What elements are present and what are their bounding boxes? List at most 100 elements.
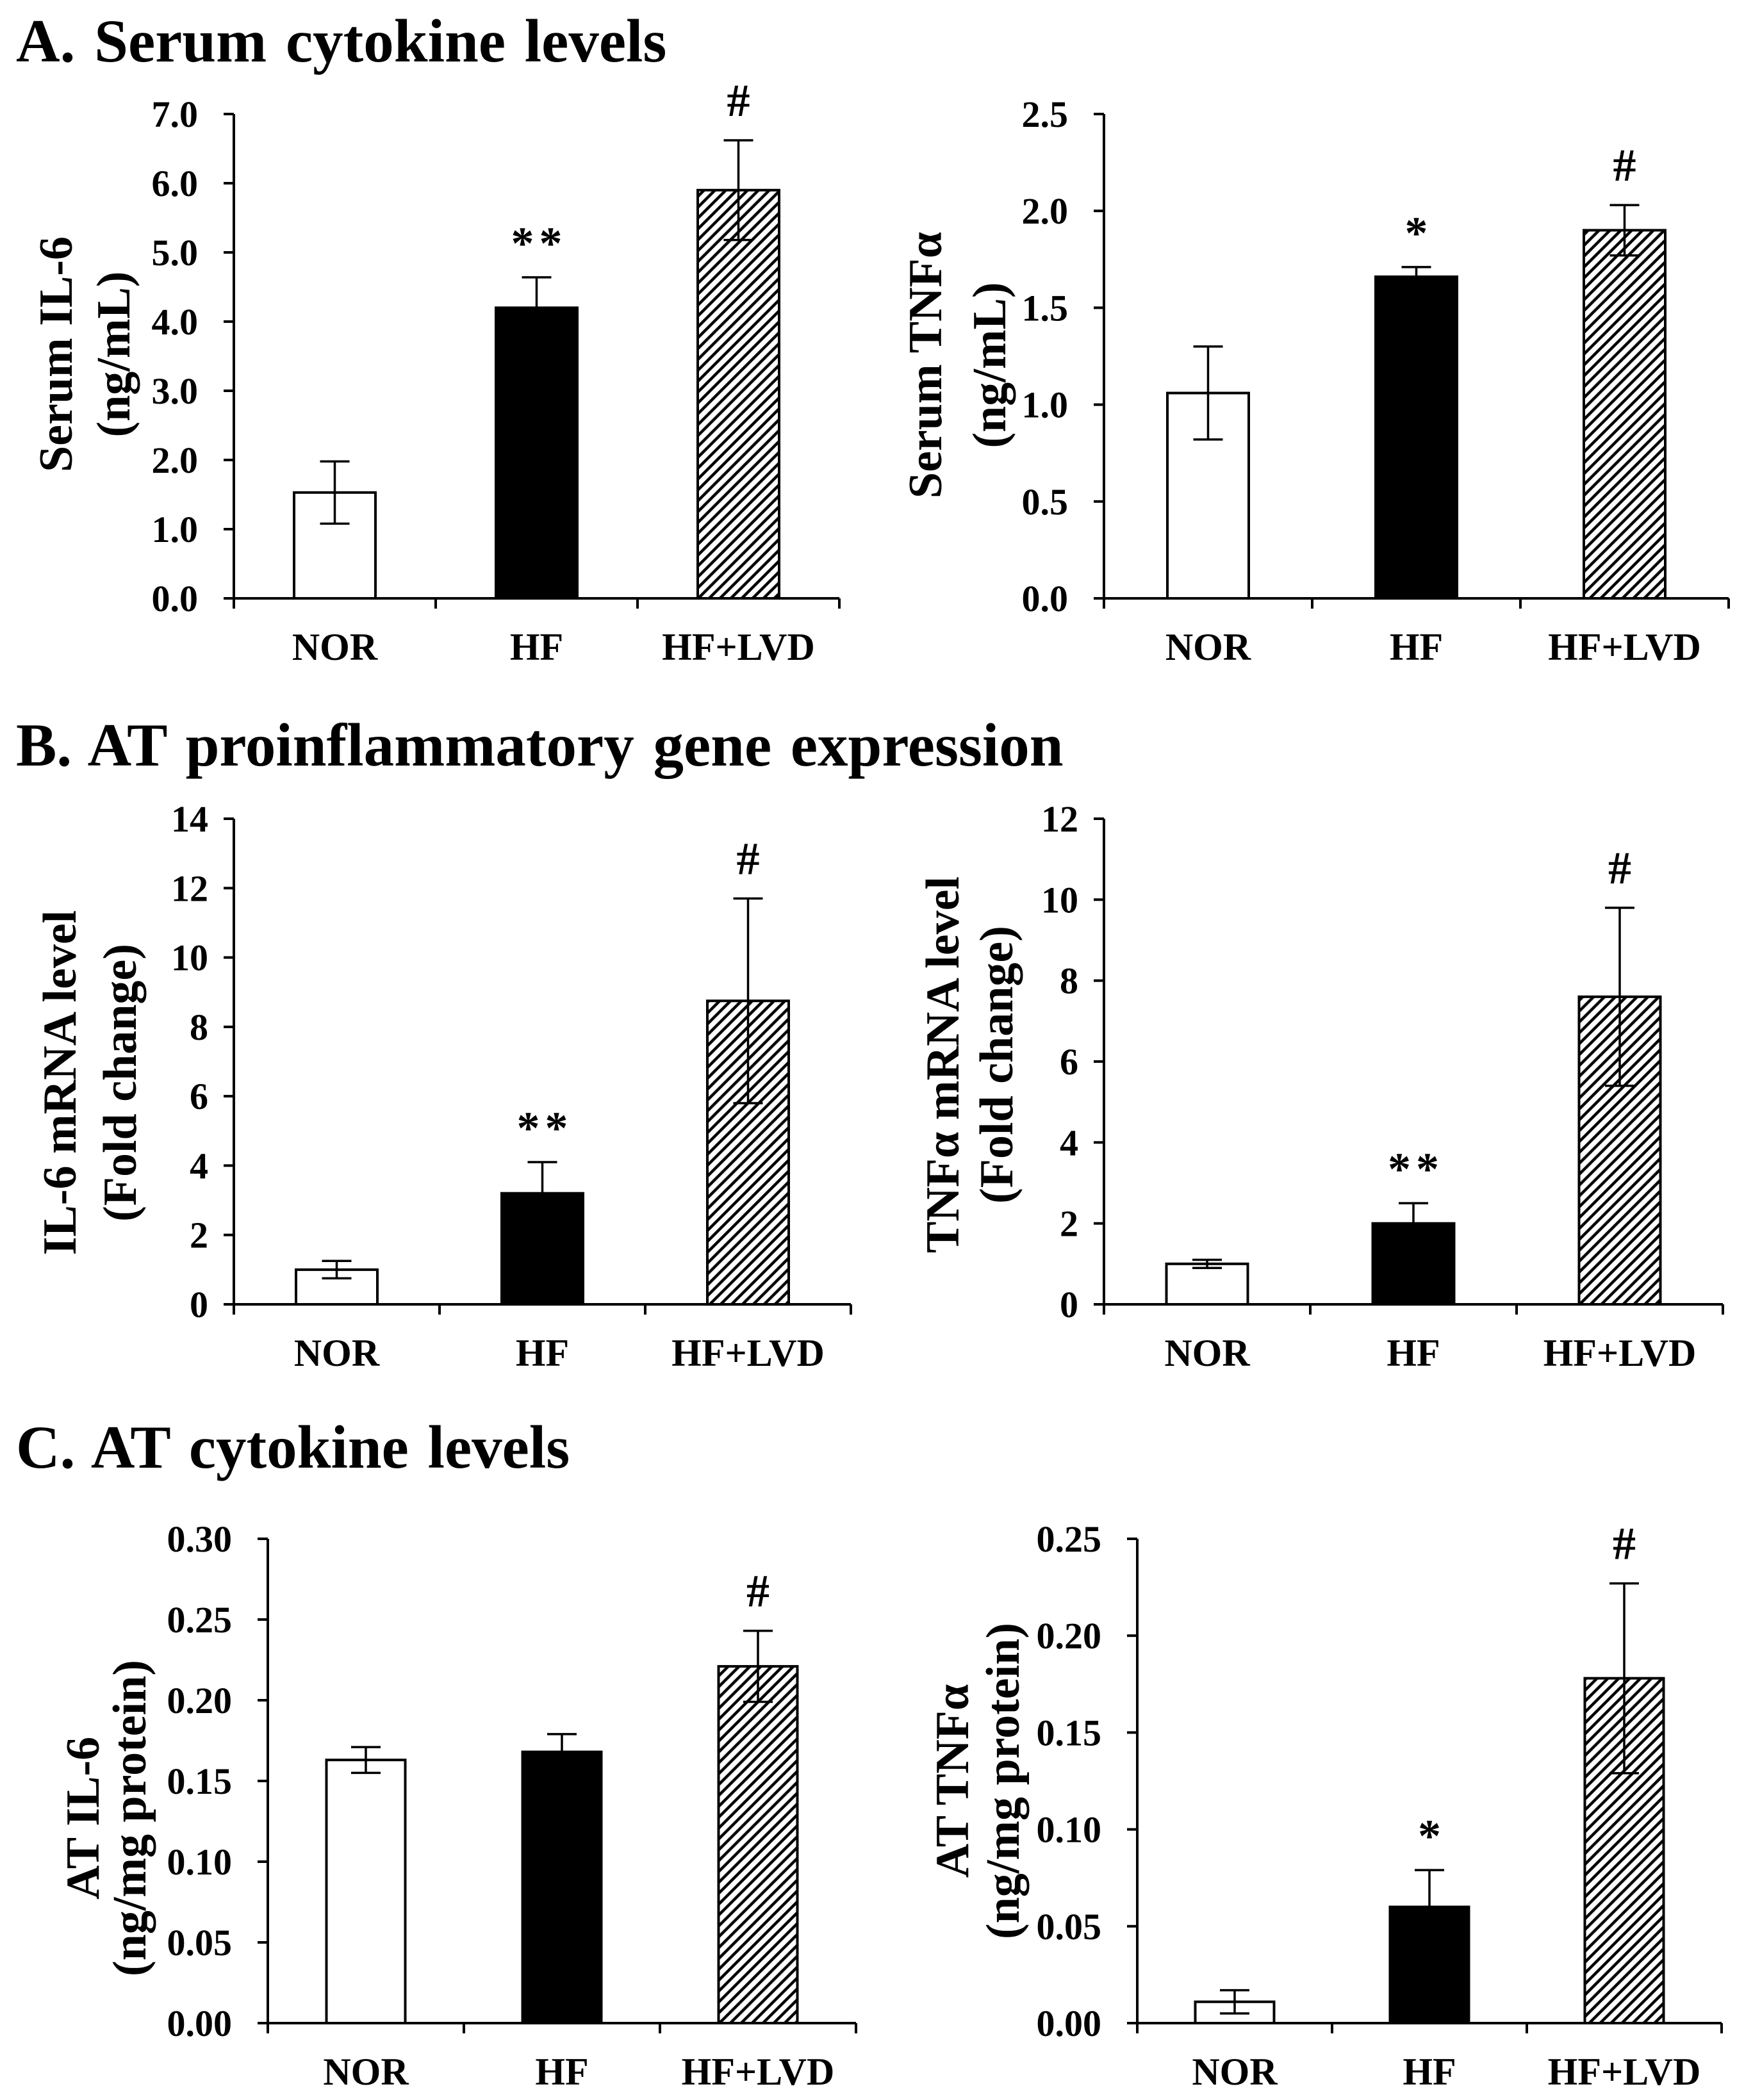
at-tnfa-y-tick-label: 0.25 [1037, 1518, 1102, 1560]
serum-il6-y-tick-label: 2.0 [152, 439, 199, 481]
serum-tnfa-bar-hf [1374, 275, 1458, 600]
il6-mrna-y-axis-title-line-1: IL-6 mRNA level [34, 910, 86, 1256]
at-tnfa-y-tick-label: 0.10 [1037, 1809, 1102, 1851]
tnfa-mrna-y-tick-label: 12 [1041, 798, 1078, 840]
serum-tnfa-category-label-hf: HF [1390, 626, 1443, 668]
il6-mrna-y-tick-label: 8 [190, 1006, 208, 1048]
serum-il6-significance-mark-hf-plus-lvd: # [727, 75, 755, 126]
at-il6-category-label-hf: HF [535, 2051, 588, 2093]
serum-tnfa-y-axis-title-line-2: (ng/mL) [964, 283, 1016, 448]
il6-mrna-y-tick-label: 4 [190, 1145, 208, 1186]
at-tnfa-category-label-hf-plus-lvd: HF+LVD [1548, 2051, 1701, 2093]
tnfa-mrna-error-bar-hf [1399, 1202, 1428, 1245]
serum-il6-error-bar-hf [522, 276, 552, 340]
serum-il6-y-axis-title-line-2: (ng/mL) [88, 272, 140, 438]
tnfa-mrna-y-axis-title-line-2: (Fold change) [971, 926, 1023, 1204]
il6-mrna-significance-mark-hf: ** [517, 1103, 573, 1154]
tnfa-mrna-y-tick-label: 0 [1060, 1284, 1078, 1325]
il6-mrna-y-tick-label: 6 [190, 1076, 208, 1117]
section-c-heading: C. AT cytokine levels [16, 1413, 570, 1481]
serum-il6-y-tick-label: 3.0 [152, 370, 199, 412]
at-tnfa-category-label-nor: NOR [1192, 2051, 1278, 2093]
il6-mrna-error-bar-hf [527, 1161, 557, 1226]
at-il6-bar-hf [521, 1750, 603, 2025]
tnfa-mrna-error-bar-nor [1192, 1258, 1222, 1269]
il6-mrna-y-tick-label: 2 [190, 1215, 208, 1256]
at-tnfa-y-tick-label: 0.00 [1037, 2003, 1102, 2044]
il6-mrna-error-bar-nor [322, 1259, 352, 1280]
at-il6-y-tick-label: 0.20 [167, 1680, 233, 1721]
at-il6-category-label-hf-plus-lvd: HF+LVD [682, 2051, 835, 2093]
tnfa-mrna-significance-mark-hf: ** [1388, 1144, 1444, 1195]
at-il6-y-tick-label: 0.15 [167, 1760, 233, 1802]
at-tnfa-y-axis-title-line-2: (ng/mg protein) [977, 1623, 1030, 1939]
serum-il6-error-bar-hf-plus-lvd [723, 139, 753, 242]
il6-mrna-y-axis-title-line-2: (Fold change) [94, 944, 147, 1222]
at-il6-error-bar-hf-plus-lvd [743, 1629, 773, 1703]
serum-tnfa-y-tick-label: 0.5 [1022, 481, 1069, 523]
tnfa-mrna-y-tick-label: 4 [1060, 1122, 1078, 1163]
serum-tnfa-significance-mark-hf-plus-lvd: # [1613, 140, 1642, 191]
serum-il6-y-tick-label: 7.0 [152, 94, 199, 135]
il6-mrna-y-tick-label: 0 [190, 1284, 208, 1325]
serum-il6-y-tick-label: 4.0 [152, 301, 199, 343]
serum-tnfa-error-bar-nor [1193, 345, 1223, 441]
at-il6-error-bar-hf [547, 1733, 577, 1771]
at-il6-y-tick-label: 0.10 [167, 1841, 233, 1883]
serum-il6-y-tick-label: 1.0 [152, 509, 199, 550]
il6-mrna-bar-chart: ** #0 2 4 6 8 10 12 14 NOR HF HF+LVD IL-6 mRNA level… [34, 798, 852, 1374]
at-tnfa-error-bar-hf-plus-lvd [1609, 1582, 1639, 1775]
tnfa-mrna-y-tick-label: 8 [1060, 960, 1078, 1002]
serum-tnfa-category-label-nor: NOR [1165, 626, 1251, 668]
at-il6-y-axis-title-line-1: AT IL-6 [57, 1737, 110, 1899]
tnfa-mrna-y-tick-label: 6 [1060, 1041, 1078, 1083]
serum-il6-bar-hf-plus-lvd [696, 188, 780, 600]
at-tnfa-category-label-hf: HF [1403, 2051, 1456, 2093]
at-il6-significance-mark-hf-plus-lvd: # [746, 1566, 775, 1617]
section-b-heading: B. AT proinflammatory gene expression [16, 711, 1064, 779]
serum-tnfa-bar-hf-plus-lvd [1583, 229, 1667, 600]
at-il6-category-label-nor: NOR [323, 2051, 409, 2093]
tnfa-mrna-significance-mark-hf-plus-lvd: # [1608, 842, 1636, 894]
tnfa-mrna-bar-nor [1165, 1262, 1249, 1306]
serum-tnfa-y-tick-label: 2.5 [1022, 94, 1069, 135]
serum-il6-category-label-hf-plus-lvd: HF+LVD [662, 626, 815, 668]
at-tnfa-significance-mark-hf: * [1418, 1810, 1446, 1862]
serum-tnfa-bar-chart: * #0.0 0.5 1.0 1.5 2.0 2.5 NOR HF HF+LVD Serum TNF… [900, 94, 1730, 668]
at-il6-error-bar-nor [351, 1746, 381, 1775]
serum-tnfa-y-tick-label: 2.0 [1022, 190, 1069, 232]
serum-tnfa-error-bar-hf-plus-lvd [1609, 204, 1640, 257]
serum-tnfa-y-tick-label: 1.0 [1022, 384, 1069, 426]
serum-tnfa-error-bar-hf [1401, 266, 1431, 288]
serum-tnfa-y-tick-label: 1.5 [1022, 287, 1069, 329]
at-tnfa-error-bar-hf [1415, 1869, 1444, 1945]
il6-mrna-category-label-nor: NOR [294, 1332, 380, 1374]
at-tnfa-error-bar-nor [1220, 1989, 1249, 2015]
at-il6-bar-nor [325, 1759, 407, 2024]
at-il6-y-tick-label: 0.30 [167, 1518, 233, 1560]
at-il6-y-tick-label: 0.00 [167, 2003, 233, 2044]
at-il6-y-tick-label: 0.05 [167, 1922, 233, 1964]
tnfa-mrna-y-axis-title-line-1: TNFα mRNA level [917, 876, 969, 1253]
il6-mrna-y-tick-label: 14 [171, 798, 208, 840]
at-tnfa-y-axis-title-line-1: AT TNFα [926, 1684, 979, 1878]
serum-il6-y-tick-label: 6.0 [152, 163, 199, 204]
il6-mrna-category-label-hf-plus-lvd: HF+LVD [671, 1332, 825, 1374]
il6-mrna-significance-mark-hf-plus-lvd: # [737, 833, 765, 885]
at-tnfa-bar-chart: * #0.00 0.05 0.10 0.15 0.20 0.25 NOR HF HF+LVD AT … [926, 1518, 1723, 2093]
tnfa-mrna-error-bar-hf-plus-lvd [1605, 906, 1634, 1087]
at-il6-bar-hf-plus-lvd [717, 1665, 799, 2025]
serum-il6-category-label-nor: NOR [292, 626, 378, 668]
serum-il6-significance-mark-hf: ** [511, 218, 568, 269]
at-tnfa-y-tick-label: 0.15 [1037, 1712, 1102, 1753]
serum-il6-category-label-hf: HF [510, 626, 563, 668]
serum-tnfa-y-axis-title-line-1: Serum TNFα [900, 232, 952, 498]
serum-il6-bar-chart: ** #0.0 1.0 2.0 3.0 4.0 5.0 6.0 7.0 NOR HF HF+LVD Se… [30, 75, 841, 668]
tnfa-mrna-bar-chart: ** #0 2 4 6 8 10 12 NOR HF HF+LVD TNFα mRNA level (F… [917, 798, 1724, 1374]
serum-il6-y-tick-label: 0.0 [152, 578, 199, 619]
at-tnfa-y-tick-label: 0.05 [1037, 1906, 1102, 1948]
at-tnfa-y-tick-label: 0.20 [1037, 1615, 1102, 1657]
